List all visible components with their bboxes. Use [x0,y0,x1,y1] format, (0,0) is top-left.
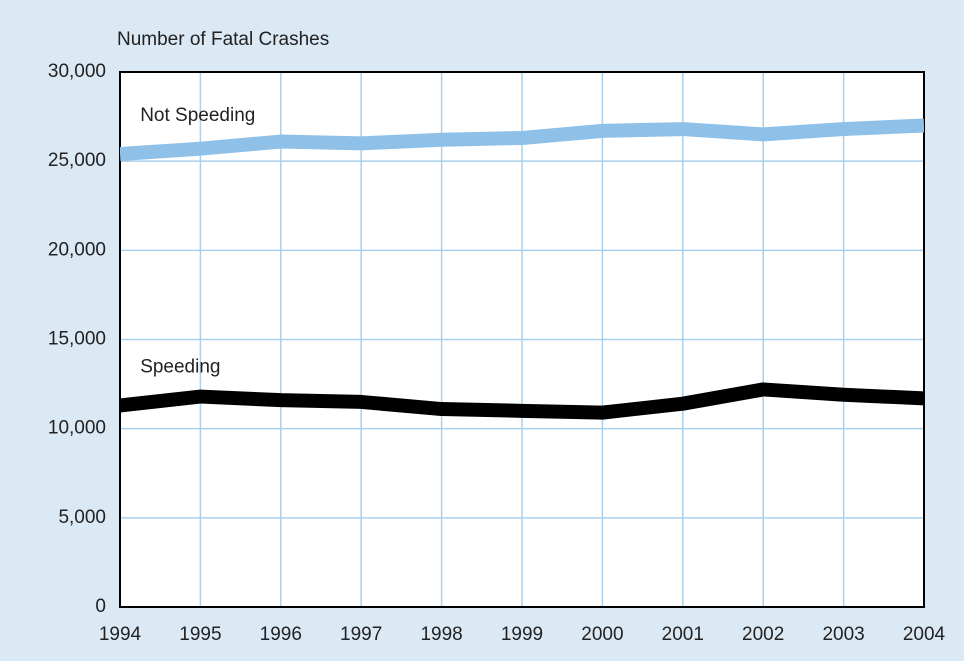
x-tick-label: 1997 [340,624,382,645]
x-tick-label: 2003 [822,624,864,645]
series-label: Not Speeding [140,105,255,126]
x-tick-label: 2004 [903,624,946,645]
y-tick-label: 25,000 [48,150,106,171]
x-tick-label: 1994 [99,624,142,645]
series-label: Speeding [140,356,220,377]
x-tick-label: 1998 [420,624,462,645]
x-tick-label: 2002 [742,624,784,645]
plot-frame [119,71,925,608]
y-axis-label: Number of Fatal Crashes [117,29,329,50]
y-tick-label: 30,000 [48,61,106,82]
x-tick-label: 1995 [179,624,221,645]
x-tick-label: 2001 [662,624,704,645]
x-tick-label: 1996 [260,624,302,645]
series-line [120,382,924,420]
y-tick-label: 10,000 [48,418,106,439]
y-tick-label: 0 [95,596,106,617]
y-tick-label: 15,000 [48,329,106,350]
series-line [120,118,924,162]
x-tick-label: 2000 [581,624,623,645]
y-tick-label: 5,000 [58,507,106,528]
x-tick-label: 1999 [501,624,543,645]
y-tick-label: 20,000 [48,239,106,260]
